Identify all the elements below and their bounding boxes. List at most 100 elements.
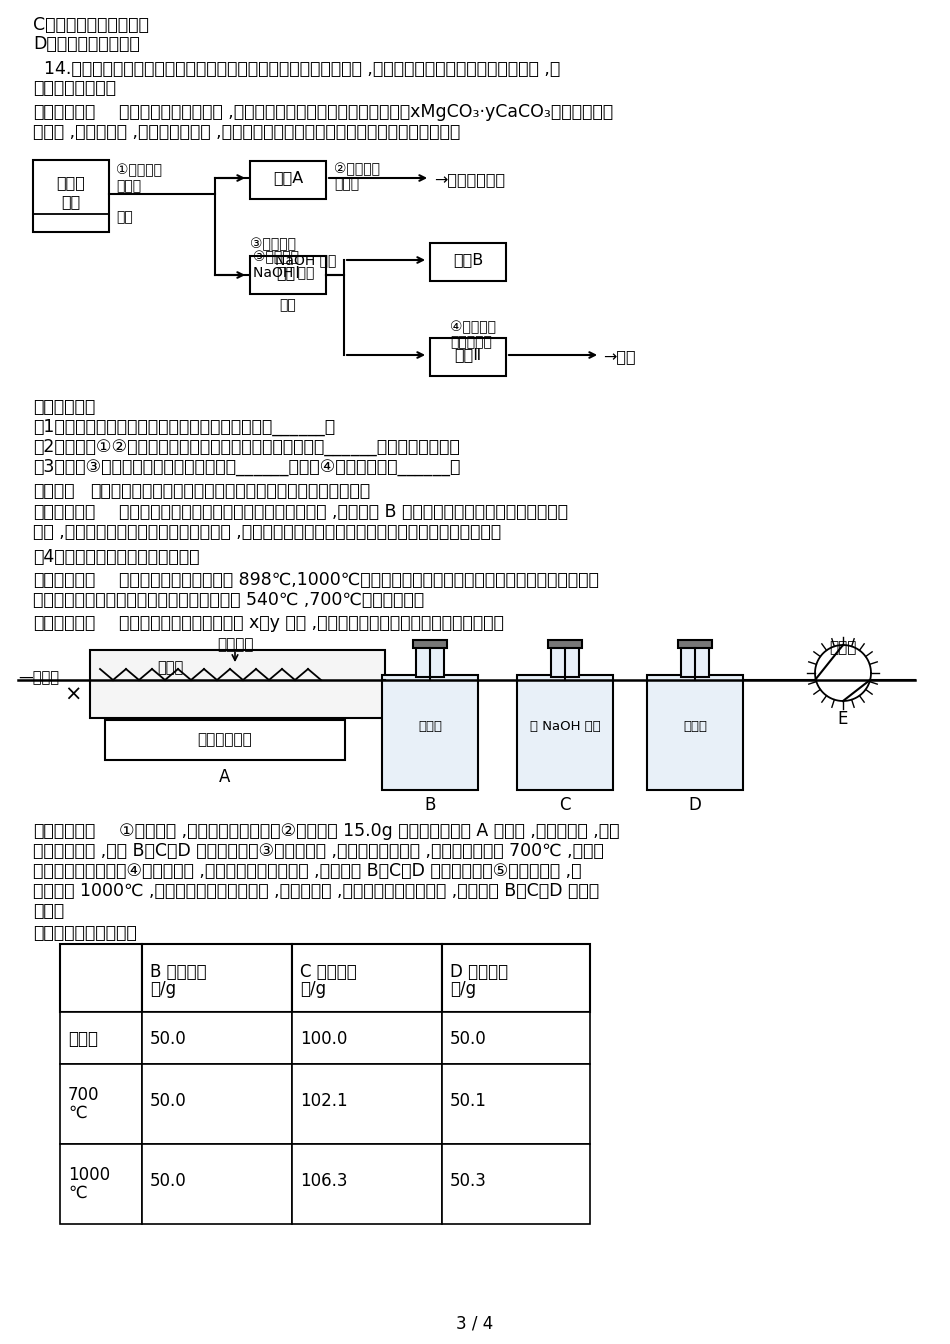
Text: D: D — [689, 796, 701, 814]
Bar — [105, 720, 345, 759]
Text: 滤液Ⅱ: 滤液Ⅱ — [454, 347, 482, 362]
Text: 浓硫酸: 浓硫酸 — [418, 720, 442, 732]
Text: ④加入适量: ④加入适量 — [450, 320, 496, 335]
Text: 量/g: 量/g — [150, 980, 176, 999]
Text: 浓 NaOH 溶液: 浓 NaOH 溶液 — [530, 720, 600, 732]
Bar — [292, 943, 442, 1012]
Text: 化钙 ,对定量测定白云石粉的组成干扰较大 ,在老师的指导下该兴趣小组采用热分解法进行定量探究。: 化钙 ,对定量测定白云石粉的组成干扰较大 ,在老师的指导下该兴趣小组采用热分解法… — [33, 523, 502, 542]
Text: 电热丝: 电热丝 — [157, 660, 183, 675]
Text: A: A — [219, 767, 231, 786]
Text: 实验数据记录如下表：: 实验数据记录如下表： — [33, 925, 137, 942]
Text: 700: 700 — [68, 1086, 100, 1105]
Text: 量/g: 量/g — [450, 980, 476, 999]
Text: 50.3: 50.3 — [450, 1172, 486, 1189]
Text: 【实验设计】: 【实验设计】 — [33, 614, 95, 632]
Text: 石灰水: 石灰水 — [334, 177, 359, 191]
Text: 〔3〕步骤③生成氢氧化镁的化学方程式是______。步骤④的反响现象是______。: 〔3〕步骤③生成氢氧化镁的化学方程式是______。步骤④的反响现象是_____… — [33, 458, 461, 476]
Text: 50.0: 50.0 — [150, 1172, 187, 1189]
Text: 3 / 4: 3 / 4 — [456, 1314, 494, 1333]
Text: 滤液Ⅰ: 滤液Ⅰ — [276, 265, 300, 280]
Text: 50.0: 50.0 — [450, 1031, 486, 1048]
Text: 小组同学经过讨论认为：因氢氧化钙微溶于水 ,导致沉淀 B 中除了氢氧化镁之外应该还混有氢氧: 小组同学经过讨论认为：因氢氧化钙微溶于水 ,导致沉淀 B 中除了氢氧化镁之外应该… — [119, 503, 568, 521]
Bar — [678, 640, 712, 648]
Text: 白云石属于碳酸盐矿物 ,白云石粉主要成分的化学式可表示为：xMgCO₃·yCaCO₃。〔杂质是二: 白云石属于碳酸盐矿物 ,白云石粉主要成分的化学式可表示为：xMgCO₃·yCaC… — [119, 103, 613, 121]
Bar — [416, 645, 444, 677]
Text: 102.1: 102.1 — [300, 1091, 348, 1110]
Text: →石灰水变浑浊: →石灰水变浑浊 — [434, 172, 505, 187]
Text: C．从蔗糖水中提取蔗糖: C．从蔗糖水中提取蔗糖 — [33, 16, 149, 34]
Text: B 中溶液质: B 中溶液质 — [150, 964, 207, 981]
Text: 50.0: 50.0 — [150, 1091, 187, 1110]
Text: NaOH 溶液: NaOH 溶液 — [253, 265, 314, 280]
Bar — [413, 640, 447, 648]
Bar — [250, 255, 326, 294]
Bar — [442, 1144, 590, 1224]
Bar — [517, 675, 613, 790]
Text: 控温电加热器: 控温电加热器 — [198, 732, 253, 747]
Text: 【结论】: 【结论】 — [33, 482, 74, 500]
Text: ℃: ℃ — [68, 1103, 86, 1121]
Bar — [430, 243, 506, 281]
Text: C 中溶液质: C 中溶液质 — [300, 964, 357, 981]
Text: 【实验步骤】: 【实验步骤】 — [33, 823, 95, 840]
Text: 过滤: 过滤 — [279, 298, 296, 312]
Text: E: E — [838, 710, 848, 728]
Text: 【查阅资料】: 【查阅资料】 — [33, 103, 95, 121]
Bar — [90, 650, 385, 718]
Text: 1000: 1000 — [68, 1167, 110, 1184]
Bar — [142, 943, 292, 1012]
Text: 〔4〕二、定量探究：白云石的组成: 〔4〕二、定量探究：白云石的组成 — [33, 548, 200, 566]
Bar — [681, 645, 709, 677]
Text: 【查阅资料】: 【查阅资料】 — [33, 571, 95, 589]
Text: 氧化硅 ,其不溶于水 ,也不与盐酸反响 ,受热不分解〕一、定性探究：白云石粉的成分和性质: 氧化硅 ,其不溶于水 ,也不与盐酸反响 ,受热不分解〕一、定性探究：白云石粉的成… — [33, 124, 460, 141]
Text: C: C — [560, 796, 571, 814]
Bar — [60, 1064, 142, 1144]
Bar — [382, 675, 478, 790]
Text: ③加入适量: ③加入适量 — [250, 237, 296, 251]
Text: 【实验分析】: 【实验分析】 — [33, 398, 95, 417]
Bar — [292, 1064, 442, 1144]
Text: →现象: →现象 — [603, 349, 636, 364]
Bar — [548, 640, 582, 648]
Bar — [292, 1144, 442, 1224]
Text: 镁的化学性质相似；碳酸镁开始分解的温度为 540℃ ,700℃时完全分解。: 镁的化学性质相似；碳酸镁开始分解的温度为 540℃ ,700℃时完全分解。 — [33, 591, 424, 609]
Text: 【实验质疑】: 【实验质疑】 — [33, 503, 95, 521]
Text: B: B — [425, 796, 436, 814]
Bar — [142, 1144, 292, 1224]
Text: 浓硫酸: 浓硫酸 — [683, 720, 707, 732]
Text: ①加入过量: ①加入过量 — [116, 163, 162, 177]
Bar — [647, 675, 743, 790]
Text: 为测定白云石中的含钙量及 x：y 的值 ,该兴趣小组设计了如下装置并进行实验：: 为测定白云石中的含钙量及 x：y 的值 ,该兴趣小组设计了如下装置并进行实验： — [119, 614, 504, 632]
Text: 综合上述实验现象可初步证明白云石由碳酸钙、碳酸镁组成。: 综合上述实验现象可初步证明白云石由碳酸钙、碳酸镁组成。 — [90, 482, 371, 500]
Text: 气体A: 气体A — [273, 169, 303, 185]
Bar — [442, 943, 590, 1012]
Text: 粉末: 粉末 — [62, 194, 81, 210]
Text: ②通入澄清: ②通入澄清 — [334, 163, 380, 176]
Text: 反响前: 反响前 — [68, 1031, 98, 1048]
Text: 50.1: 50.1 — [450, 1091, 486, 1110]
Text: 量/g: 量/g — [300, 980, 326, 999]
Bar — [60, 1144, 142, 1224]
Text: 升温度至 1000℃ ,持续加热至固体质量不变 ,翻开弹簧夹 ,缓缓鼓入一段时间氮气 ,准确称量 B、C、D 装置的: 升温度至 1000℃ ,持续加热至固体质量不变 ,翻开弹簧夹 ,缓缓鼓入一段时间… — [33, 882, 599, 900]
Text: 14.白云石粉是一种生产高级玻璃器皿、医药用瓶、光学玻璃的原料 ,某化学兴趣小组对白云石粉极其好奇 ,决: 14.白云石粉是一种生产高级玻璃器皿、医药用瓶、光学玻璃的原料 ,某化学兴趣小组… — [33, 60, 560, 78]
Text: 沉淀B: 沉淀B — [453, 253, 484, 267]
Bar — [142, 1012, 292, 1064]
Text: ③加入适量: ③加入适量 — [253, 250, 299, 263]
Bar — [442, 1012, 590, 1064]
Bar — [442, 1064, 590, 1144]
Text: NaOH 溶液: NaOH 溶液 — [275, 253, 336, 267]
Text: 质量。: 质量。 — [33, 902, 65, 921]
Text: 碳酸钙开始分解的温度为 898℃,1000℃时完全分解生成石灰和二氧化碳气体；碳酸钙与碳酸: 碳酸钙开始分解的温度为 898℃,1000℃时完全分解生成石灰和二氧化碳气体；碳… — [119, 571, 598, 589]
Text: —通氮气: —通氮气 — [18, 671, 59, 685]
Bar — [142, 1064, 292, 1144]
Text: D 中溶液质: D 中溶液质 — [450, 964, 508, 981]
Text: 〔1〕过滤操作中用到的玻璃仪器有玻璃棒、烧杯、______。: 〔1〕过滤操作中用到的玻璃仪器有玻璃棒、烧杯、______。 — [33, 418, 335, 435]
Text: 白云石: 白云石 — [57, 175, 86, 190]
Text: ①组装仪器 ,检查装置的气密性；②准确称取 15.0g 白云石粉末放在 A 装置中 ,翻开弹簧夹 ,鼓入: ①组装仪器 ,检查装置的气密性；②准确称取 15.0g 白云石粉末放在 A 装置… — [119, 823, 619, 840]
Text: 〔2〕由步骤①②的现象可得出白云石粉中一定含有的离子是______〔填离子符号〕。: 〔2〕由步骤①②的现象可得出白云石粉中一定含有的离子是______〔填离子符号〕… — [33, 438, 460, 456]
Text: 50.0: 50.0 — [150, 1031, 187, 1048]
Text: 定对其进行探究。: 定对其进行探究。 — [33, 79, 116, 97]
Text: D．将铁粉与铜粉别离: D．将铁粉与铜粉别离 — [33, 35, 140, 52]
Text: 稀盐酸: 稀盐酸 — [116, 179, 142, 194]
Bar — [60, 1012, 142, 1064]
